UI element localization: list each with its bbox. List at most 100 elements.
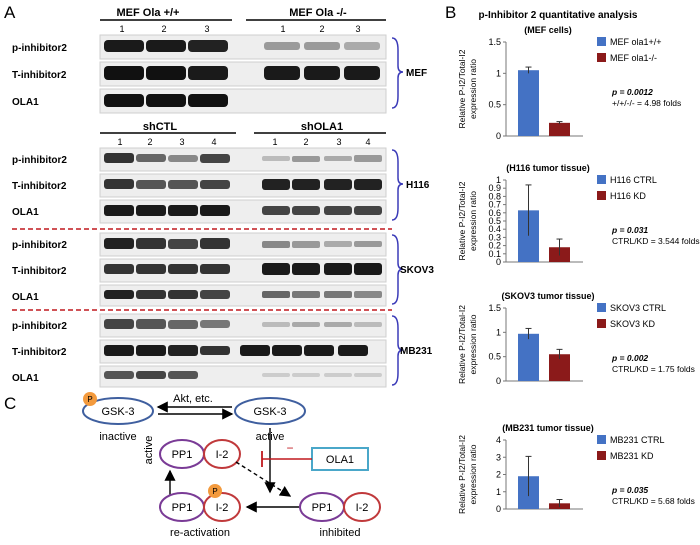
legend-swatch xyxy=(597,319,606,328)
panel-label-b: B xyxy=(445,3,456,22)
p-value: p = 0.031 xyxy=(611,225,648,235)
bar-control xyxy=(518,70,539,136)
state-label-active-vertical: active xyxy=(143,436,155,465)
y-axis-label: Relative P-I2/Total-I2 xyxy=(457,305,467,384)
lane-label: 2 xyxy=(161,24,166,34)
bar-control xyxy=(518,210,539,262)
y-tick-label: 3 xyxy=(496,452,501,462)
y-axis-label: expression ratio xyxy=(468,314,478,374)
y-tick-label: 0.5 xyxy=(488,216,501,226)
group-tag-mb231: MB231 xyxy=(400,346,433,357)
phospho-badge xyxy=(83,392,97,406)
lane-label: 3 xyxy=(204,24,209,34)
chart-title: (SKOV3 tumor tissue) xyxy=(501,291,594,301)
lane-label: 1 xyxy=(280,24,285,34)
blot-header-mef-wt: MEF Ola +/+ xyxy=(117,7,180,19)
y-tick-label: 1 xyxy=(496,487,501,497)
y-axis-label: Relative P-I2/Total-I2 xyxy=(457,435,467,514)
ola1-label: OLA1 xyxy=(326,454,354,466)
gsk3-active-node xyxy=(234,397,306,425)
lane-label: 3 xyxy=(336,137,341,147)
legend-label: SKOV3 CTRL xyxy=(610,303,666,313)
y-tick-label: 1 xyxy=(496,175,501,185)
lane-label: 4 xyxy=(211,137,216,147)
bar-knockdown xyxy=(549,354,570,381)
chart-section-title: p-Inhibitor 2 quantitative analysis xyxy=(479,10,638,21)
y-tick-label: 0.8 xyxy=(488,191,501,201)
p-value: p = 0.0012 xyxy=(611,87,653,97)
y-tick-label: 0 xyxy=(496,504,501,514)
pathway-diagram: GSK-3 P inactive GSK-3 active Akt, etc. … xyxy=(82,392,381,539)
p-value: p = 0.035 xyxy=(611,485,648,495)
bar-charts: (MEF cells) 0 0.5 1 1.5 Relative P-I2/Total-I… xyxy=(457,25,700,514)
phospho-label: P xyxy=(87,395,92,404)
pp1-label: PP1 xyxy=(172,449,193,461)
i2-node xyxy=(203,439,241,469)
legend-swatch xyxy=(597,191,606,200)
i2-node xyxy=(203,492,241,522)
chart-title: (MEF cells) xyxy=(524,25,572,35)
y-tick-label: 1.5 xyxy=(488,37,501,47)
row-label: T-inhibitor2 xyxy=(12,347,67,358)
y-tick-label: 0.7 xyxy=(488,200,501,210)
y-tick-label: 0.3 xyxy=(488,232,501,242)
legend-label: H116 CTRL xyxy=(610,175,657,185)
y-axis-label: expression ratio xyxy=(468,59,478,119)
blot-header-shctl: shCTL xyxy=(143,121,178,133)
lane-label: 3 xyxy=(355,24,360,34)
legend-swatch xyxy=(597,435,606,444)
gsk3-label: GSK-3 xyxy=(253,406,286,418)
legend-swatch xyxy=(597,53,606,62)
legend-label: MB231 KD xyxy=(610,451,654,461)
y-tick-label: 0.1 xyxy=(488,249,501,259)
row-label: T-inhibitor2 xyxy=(12,181,67,192)
panel-label-c: C xyxy=(4,394,16,413)
y-tick-label: 0.2 xyxy=(488,241,501,251)
row-label: p-inhibitor2 xyxy=(12,155,67,166)
state-label-inhibited: inhibited xyxy=(320,527,361,539)
row-label: OLA1 xyxy=(12,97,39,108)
fold-change: +/+/-/- = 4.98 folds xyxy=(612,98,681,108)
fold-change: CTRL/KD = 1.75 folds xyxy=(612,364,695,374)
y-axis-label: expression ratio xyxy=(468,191,478,251)
i2-label: I-2 xyxy=(216,449,229,461)
row-label: p-inhibitor2 xyxy=(12,240,67,251)
fold-change: CTRL/KD = 3.544 folds xyxy=(612,236,700,246)
i2-label: I-2 xyxy=(216,502,229,514)
legend-label: SKOV3 KD xyxy=(610,319,656,329)
row-label: p-inhibitor2 xyxy=(12,321,67,332)
state-label-inactive: inactive xyxy=(99,431,136,443)
row-label: OLA1 xyxy=(12,292,39,303)
i2-node xyxy=(343,492,381,522)
legend-swatch xyxy=(597,303,606,312)
row-label: OLA1 xyxy=(12,373,39,384)
y-axis-label: expression ratio xyxy=(468,444,478,504)
y-axis-label: Relative P-I2/Total-I2 xyxy=(457,49,467,128)
row-label: T-inhibitor2 xyxy=(12,70,67,81)
legend-label: MEF ola1+/+ xyxy=(610,37,662,47)
y-tick-label: 0.9 xyxy=(488,183,501,193)
y-tick-label: 0.6 xyxy=(488,208,501,218)
akt-label: Akt, etc. xyxy=(173,393,213,405)
y-tick-label: 0.5 xyxy=(488,100,501,110)
lane-label: 2 xyxy=(303,137,308,147)
group-tag-h116: H116 xyxy=(406,180,430,191)
chart-title: (MB231 tumor tissue) xyxy=(502,423,594,433)
lane-label: 4 xyxy=(365,137,370,147)
y-tick-label: 0 xyxy=(496,376,501,386)
y-tick-label: 1.5 xyxy=(488,303,501,313)
gsk3-label: GSK-3 xyxy=(101,406,134,418)
y-tick-label: 0.4 xyxy=(488,224,501,234)
y-tick-label: 2 xyxy=(496,470,501,480)
blot-panel: MEF Ola +/+ MEF Ola -/- 1 2 3 1 2 3 p-in… xyxy=(12,7,434,388)
y-tick-label: 0.5 xyxy=(488,352,501,362)
p-value: p = 0.002 xyxy=(611,353,648,363)
phospho-badge xyxy=(208,484,222,498)
lane-label: 1 xyxy=(119,24,124,34)
y-axis-label: Relative P-I2/Total-I2 xyxy=(457,181,467,260)
phospho-label: P xyxy=(212,487,217,496)
fold-change: CTRL/KD = 5.68 folds xyxy=(612,496,695,506)
lane-label: 3 xyxy=(179,137,184,147)
lane-label: 2 xyxy=(319,24,324,34)
row-label: OLA1 xyxy=(12,207,39,218)
